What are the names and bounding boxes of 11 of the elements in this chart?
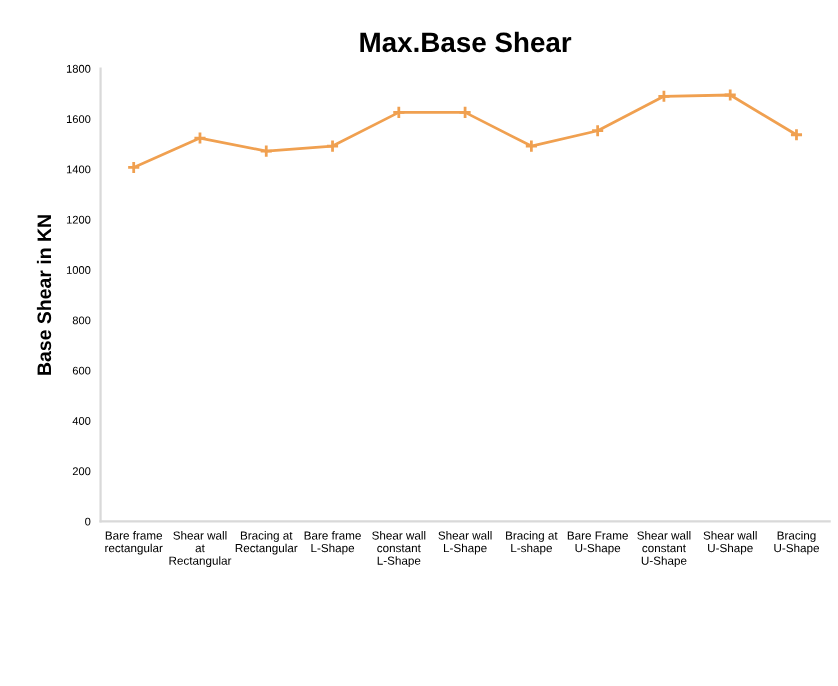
point bbox=[723, 88, 738, 102]
point bbox=[391, 105, 406, 120]
chart-title: Max.Base Shear bbox=[360, 31, 572, 53]
point bbox=[325, 139, 340, 154]
point bbox=[458, 105, 473, 120]
point bbox=[590, 123, 605, 138]
point bbox=[524, 139, 539, 154]
point bbox=[259, 144, 274, 159]
point bbox=[656, 89, 671, 104]
y-axis-title: Base Shear in KN bbox=[36, 215, 52, 375]
point bbox=[193, 131, 207, 145]
